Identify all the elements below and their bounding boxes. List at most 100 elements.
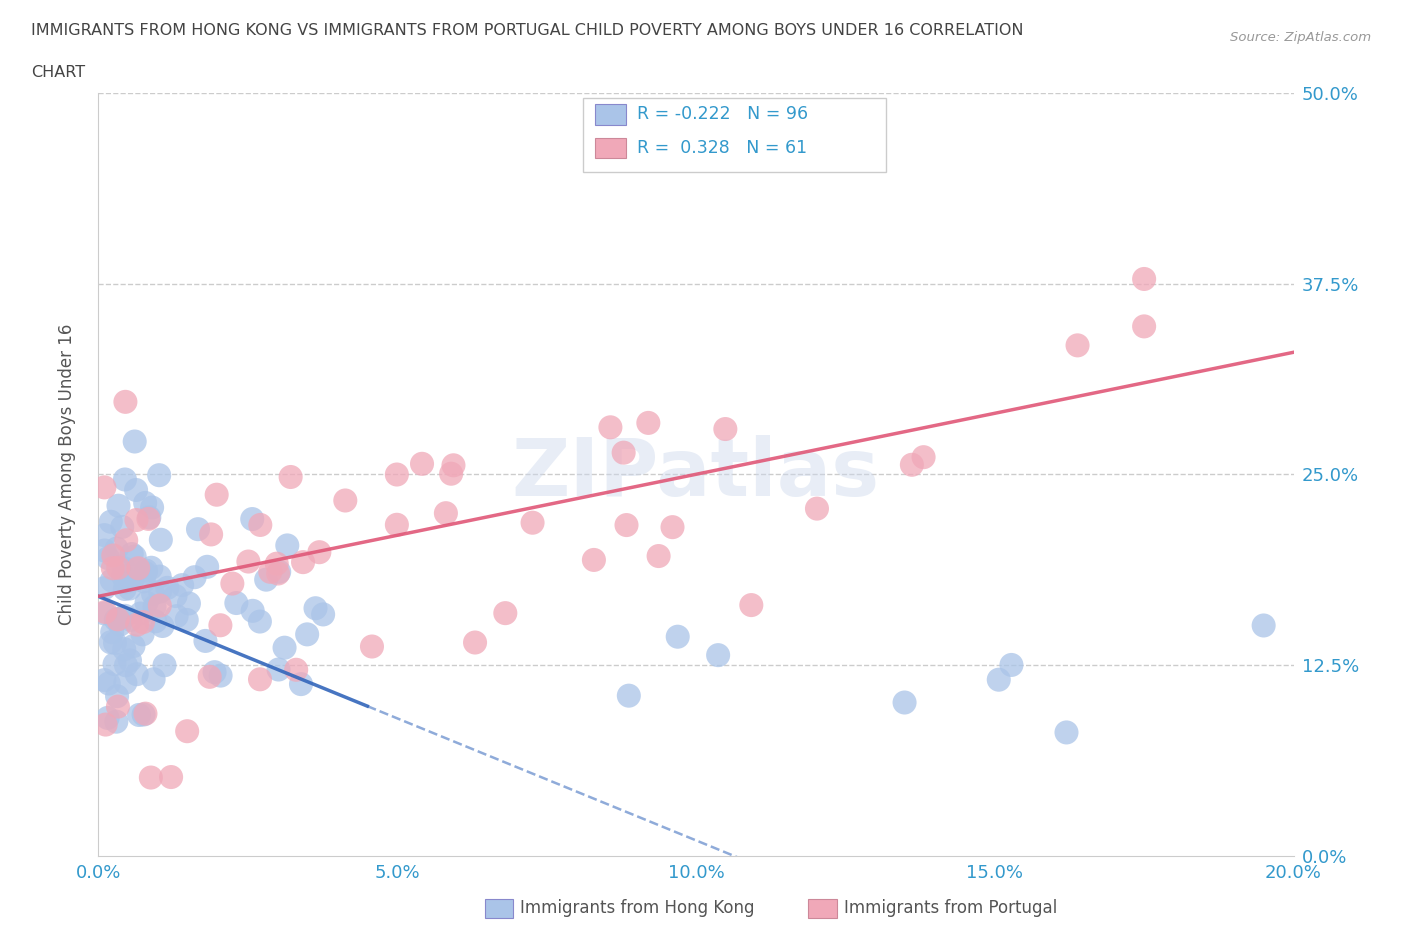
Point (267, 566, 290, 581)
Point (131, 627, 153, 642)
Point (112, 561, 135, 576)
Point (361, 639, 384, 654)
Point (93, 543, 115, 558)
Point (280, 470, 302, 485)
Point (464, 635, 486, 650)
Point (114, 575, 136, 590)
Point (122, 639, 145, 654)
Point (93, 580, 115, 595)
Point (166, 609, 188, 624)
Point (105, 689, 128, 704)
Point (494, 605, 516, 620)
Point (254, 572, 277, 587)
Point (94, 717, 117, 732)
Point (127, 618, 149, 632)
Point (132, 707, 155, 722)
Point (93, 606, 115, 621)
Point (153, 658, 176, 672)
Text: Source: ZipAtlas.com: Source: ZipAtlas.com (1230, 31, 1371, 44)
Point (901, 458, 924, 472)
Point (290, 677, 312, 692)
Point (127, 561, 149, 576)
Point (114, 394, 136, 409)
Point (893, 695, 915, 710)
Point (240, 512, 263, 526)
Point (141, 500, 163, 515)
Point (124, 549, 146, 564)
Point (176, 724, 198, 738)
Point (124, 434, 146, 449)
Point (129, 606, 152, 621)
Point (522, 515, 544, 530)
Point (125, 483, 148, 498)
Point (118, 653, 141, 668)
Point (209, 668, 232, 683)
Point (616, 518, 638, 533)
Point (107, 612, 129, 627)
Text: Immigrants from Hong Kong: Immigrants from Hong Kong (520, 898, 755, 917)
Point (121, 547, 143, 562)
Point (93, 480, 115, 495)
Point (187, 522, 209, 537)
Point (148, 468, 170, 483)
Point (707, 647, 730, 662)
Point (97, 551, 120, 565)
Point (156, 580, 179, 595)
Point (195, 559, 218, 574)
Point (142, 671, 165, 686)
Point (249, 517, 271, 532)
Point (249, 671, 271, 686)
Text: IMMIGRANTS FROM HONG KONG VS IMMIGRANTS FROM PORTUGAL CHILD POVERTY AMONG BOYS U: IMMIGRANTS FROM HONG KONG VS IMMIGRANTS … (31, 23, 1024, 38)
Point (107, 561, 129, 576)
Point (101, 561, 124, 576)
Point (292, 554, 315, 569)
Point (1253, 618, 1275, 633)
Point (134, 496, 156, 511)
Point (120, 613, 142, 628)
Point (114, 608, 136, 623)
Point (107, 498, 129, 513)
Point (111, 568, 134, 583)
Point (613, 445, 636, 460)
Point (115, 533, 138, 548)
Point (308, 545, 330, 560)
Point (172, 578, 194, 592)
Point (238, 554, 260, 569)
Y-axis label: Child Poverty Among Boys Under 16: Child Poverty Among Boys Under 16 (58, 324, 76, 625)
Point (204, 665, 226, 680)
Point (125, 512, 148, 527)
Point (115, 658, 138, 672)
Point (101, 625, 124, 640)
Text: R = -0.222   N = 96: R = -0.222 N = 96 (637, 105, 808, 124)
Point (637, 416, 659, 431)
Point (138, 510, 160, 525)
Point (97, 711, 120, 725)
Text: ZIPatlas: ZIPatlas (512, 435, 880, 513)
Point (143, 599, 166, 614)
Point (806, 501, 828, 516)
Point (647, 549, 669, 564)
Point (132, 615, 155, 630)
Point (107, 699, 129, 714)
Point (132, 574, 155, 589)
Point (142, 587, 165, 602)
Text: R =  0.328   N = 61: R = 0.328 N = 61 (637, 139, 807, 157)
Point (165, 589, 187, 604)
Point (97, 676, 120, 691)
Point (183, 570, 205, 585)
Point (987, 672, 1010, 687)
Point (103, 657, 125, 671)
Point (242, 604, 264, 618)
Point (259, 565, 281, 579)
Point (176, 613, 198, 628)
Point (93, 672, 115, 687)
Point (312, 607, 335, 622)
Point (200, 527, 222, 542)
Point (434, 506, 457, 521)
Point (1000, 658, 1022, 672)
Point (273, 640, 295, 655)
Point (141, 560, 163, 575)
Point (304, 601, 326, 616)
Point (198, 670, 221, 684)
Point (385, 467, 408, 482)
